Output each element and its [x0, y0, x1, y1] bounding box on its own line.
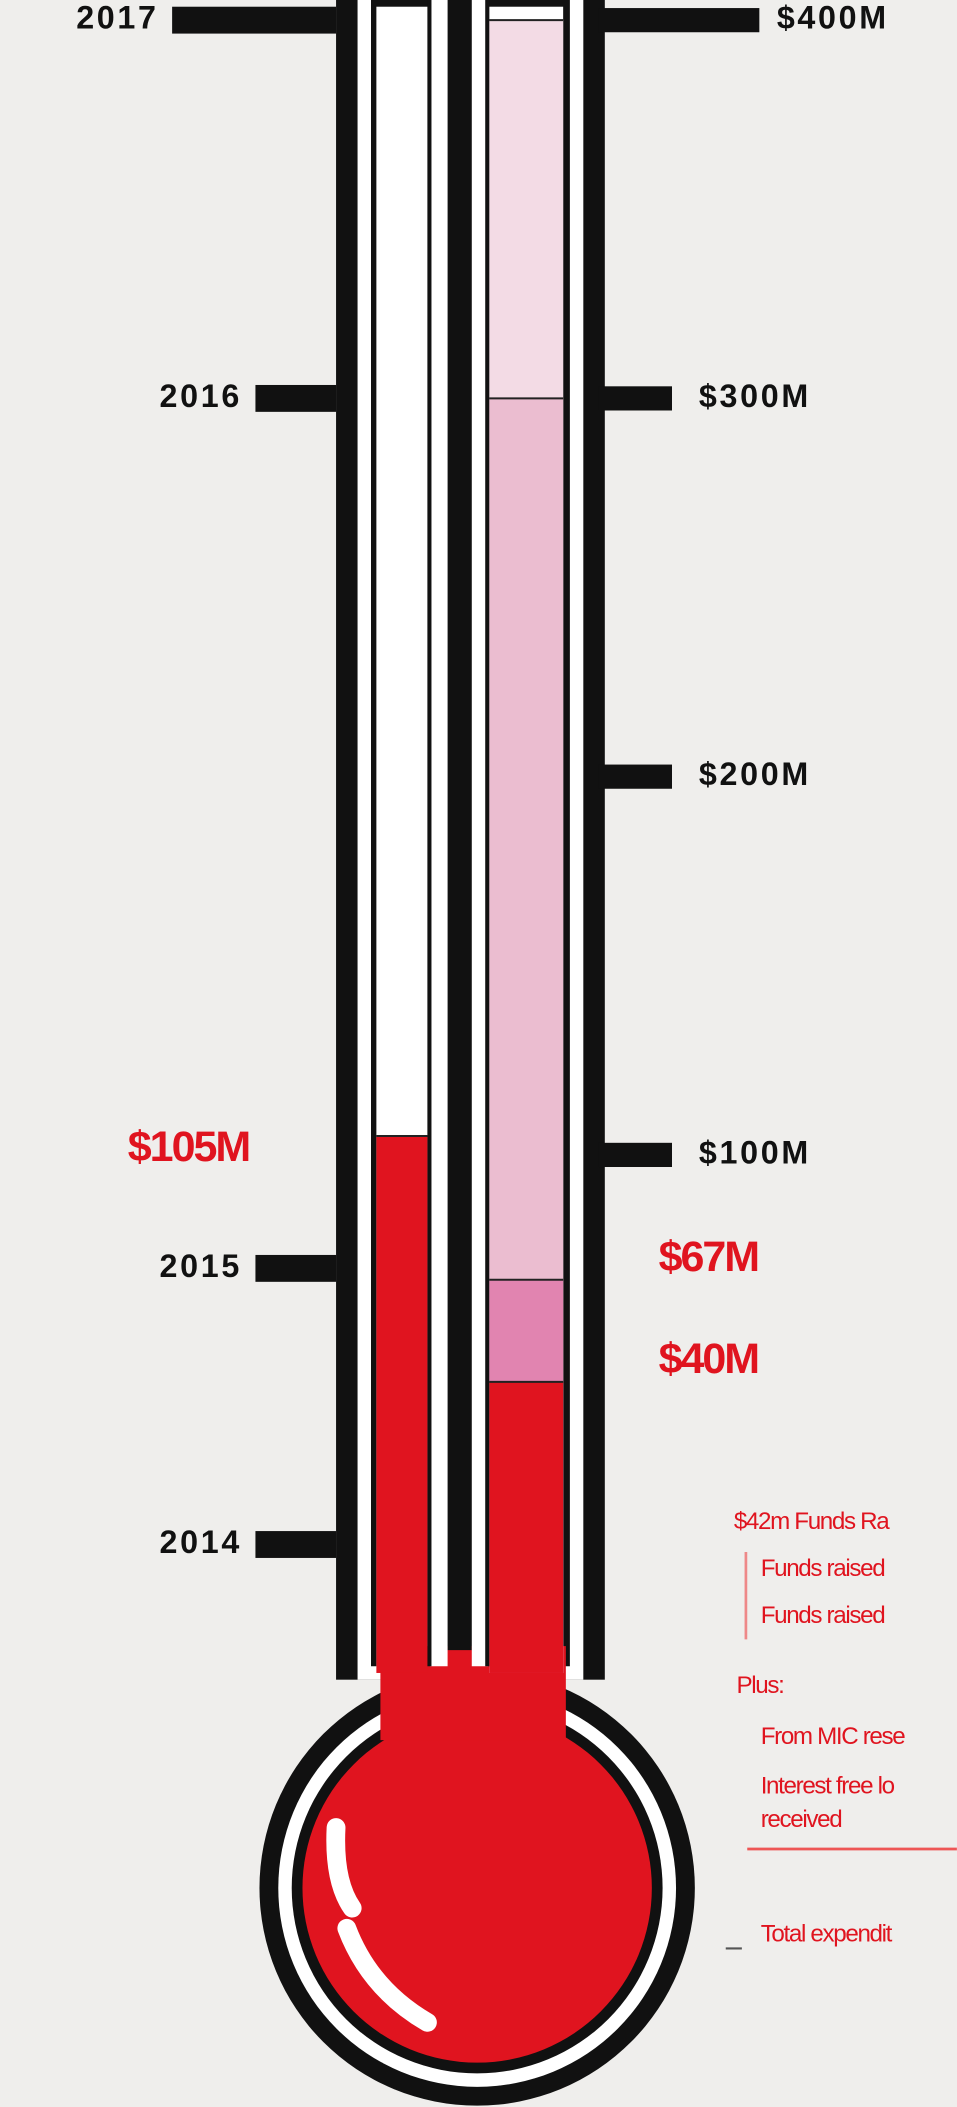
value-label: $40M	[659, 1335, 759, 1383]
year-tick-label: 2017	[76, 0, 159, 36]
note-text: $42m Funds Ra	[734, 1508, 890, 1535]
y-tick-label: $200M	[699, 756, 811, 792]
note-text: From MIC rese	[761, 1723, 906, 1750]
note-text: Funds raised	[761, 1555, 885, 1582]
y-tick	[598, 765, 672, 789]
note-text: Funds raised	[761, 1602, 885, 1629]
y-tick	[598, 1143, 672, 1167]
chart: $105M $67M $40M $100M $200M $300M $400M 2014 201…	[0, 0, 957, 2107]
y-tick-label: $300M	[699, 378, 811, 414]
y-tick-label: $100M	[699, 1134, 811, 1170]
note-text: Interest free lo	[761, 1773, 895, 1800]
y-tick-label: $400M	[777, 0, 889, 36]
value-label: $105M	[128, 1123, 249, 1171]
year-tick	[255, 1531, 336, 1558]
year-tick	[172, 7, 336, 34]
value-label: $67M	[659, 1233, 759, 1281]
note-text: Plus:	[737, 1672, 784, 1699]
level-bar	[376, 1136, 427, 1673]
year-tick	[255, 385, 336, 412]
y-tick	[598, 386, 672, 410]
year-tick-label: 2014	[160, 1524, 243, 1560]
tube-divider	[427, 0, 489, 1666]
year-tick	[255, 1255, 336, 1282]
note-text: received	[761, 1806, 842, 1833]
year-tick-label: 2016	[160, 378, 243, 414]
page: $105M $67M $40M $100M $200M $300M $400M 2014 201…	[0, 0, 957, 2107]
level-bar	[489, 1382, 563, 1673]
note-text: Total expendit	[761, 1920, 893, 1947]
y-tick	[598, 8, 759, 32]
year-tick-label: 2015	[160, 1248, 243, 1284]
